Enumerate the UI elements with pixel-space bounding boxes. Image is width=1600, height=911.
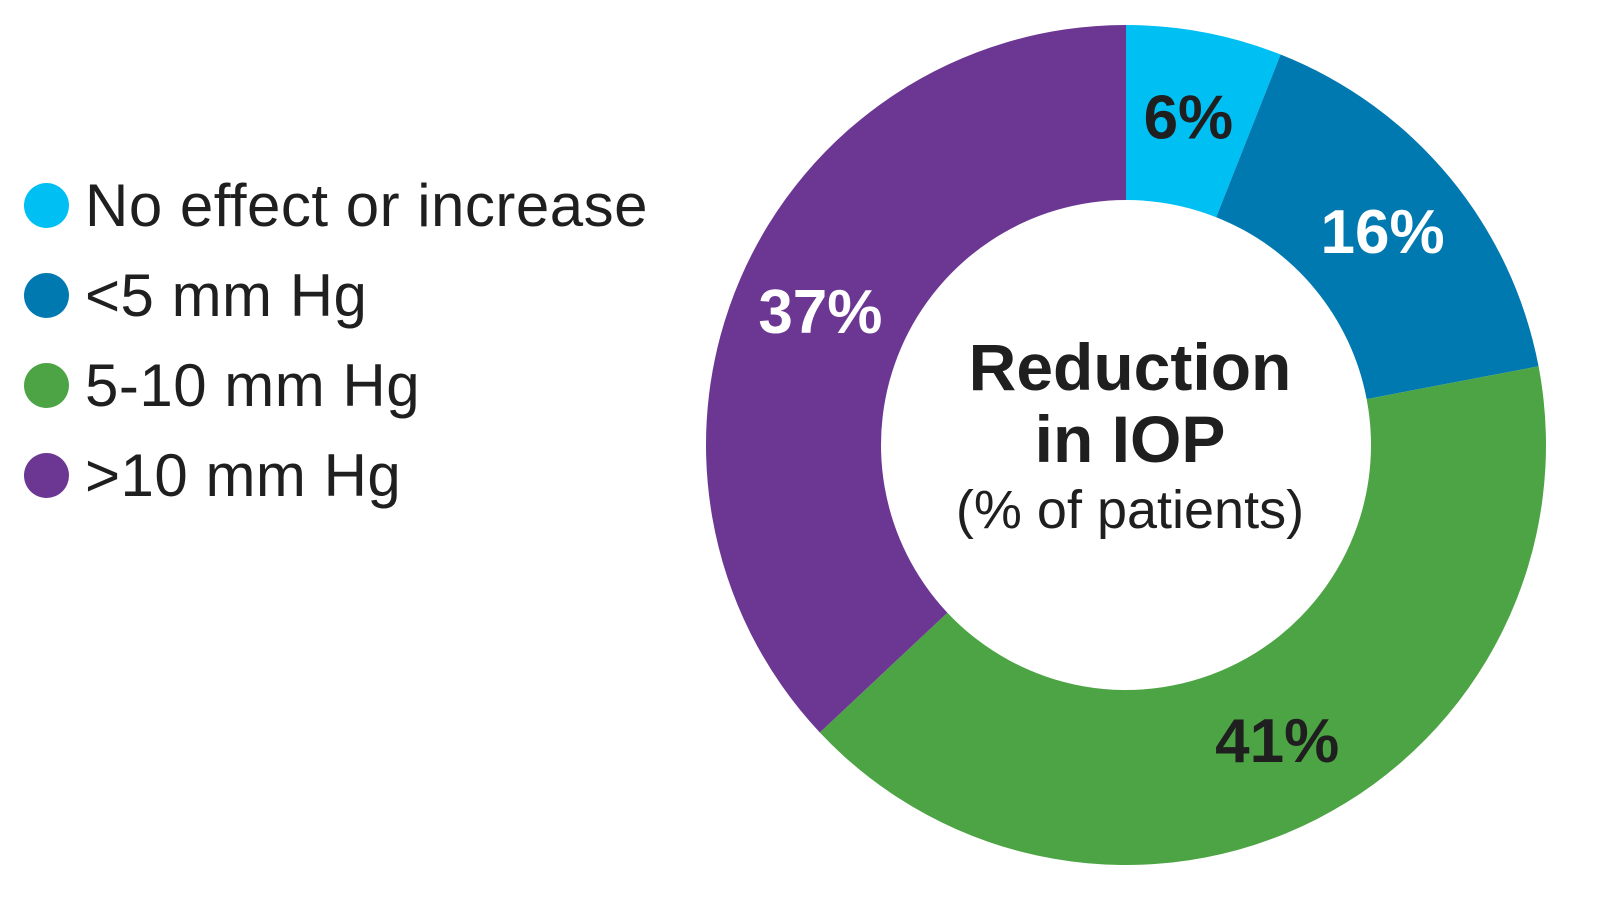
legend-item: <5 mm Hg [24, 250, 648, 340]
center-subtitle: (% of patients) [956, 480, 1304, 540]
slice-no-effect [1126, 25, 1281, 218]
center-title-line-2: in IOP [1035, 402, 1226, 476]
slice-label-no-effect: 6% [1144, 83, 1234, 152]
slice-gt10 [706, 25, 1126, 733]
slice-label-5-10: 41% [1215, 707, 1339, 776]
legend-item: >10 mm Hg [24, 430, 648, 520]
slice-label-lt5: 16% [1321, 198, 1445, 267]
chart-legend: No effect or increase <5 mm Hg 5-10 mm H… [24, 160, 648, 520]
legend-item: No effect or increase [24, 160, 648, 250]
donut-slices [706, 25, 1547, 865]
legend-swatch-no-effect [24, 182, 69, 228]
slice-5-10 [819, 366, 1547, 865]
legend-swatch-gt10 [24, 452, 69, 498]
slice-lt5 [1216, 54, 1539, 400]
legend-label: No effect or increase [85, 171, 649, 239]
legend-item: 5-10 mm Hg [24, 340, 648, 430]
legend-label: 5-10 mm Hg [85, 351, 421, 419]
donut-slice-labels: 6% 16% 41% 37% [758, 83, 1444, 776]
legend-swatch-5-10 [24, 362, 69, 408]
legend-swatch-lt5 [24, 272, 69, 318]
center-title-line-1: Reduction [969, 330, 1292, 404]
legend-label: <5 mm Hg [85, 261, 368, 329]
donut-center-text: Reduction in IOP (% of patients) [956, 330, 1304, 540]
legend-label: >10 mm Hg [85, 441, 402, 509]
slice-label-gt10: 37% [758, 278, 882, 347]
